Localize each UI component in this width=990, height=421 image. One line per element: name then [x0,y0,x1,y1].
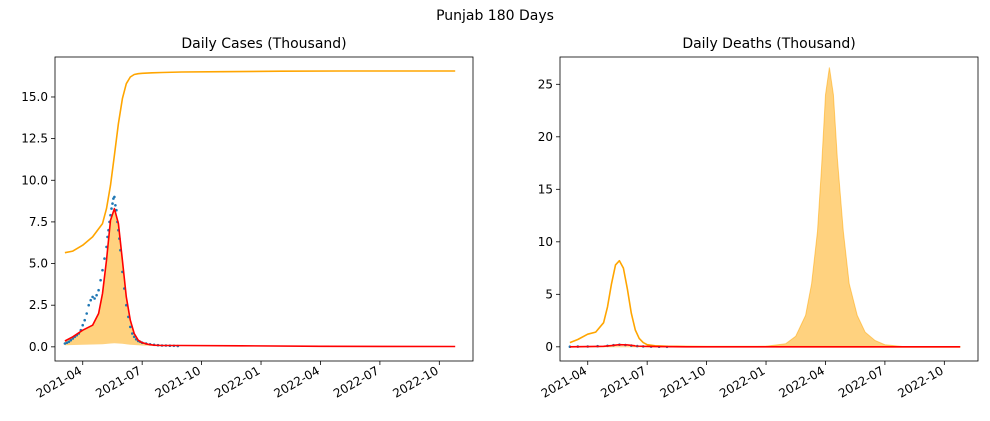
cases-data-point [85,312,88,315]
cases-data-point [67,340,71,344]
deaths-x-tick-label: 2021-07 [598,363,648,400]
cases-y-tick-label: 10.0 [21,173,48,187]
cases-data-point [97,288,100,292]
cases-data-point [87,303,90,307]
cases-line-fit [64,207,456,348]
cases-confidence-band [64,208,456,347]
cases-data-point [81,323,84,327]
cases-data-point [89,298,92,302]
cases-data-point [103,257,106,260]
cases-x-tick-label: 2022-04 [272,363,322,400]
cases-y-tick-label: 7.5 [29,215,48,229]
cases-data-point [69,338,73,342]
cases-y-tick-label: 5.0 [29,257,48,271]
cases-data-point [91,295,94,299]
deaths-area-upper-band-peak [569,67,961,348]
cases-data-point [65,341,69,345]
cases-x-tick-label: 2022-07 [331,363,381,400]
deaths-x-tick-label: 2022-01 [717,363,767,400]
cases-data-point [129,325,132,329]
cases-data-point [114,204,117,207]
cases-y-tick-label: 15.0 [21,90,48,104]
deaths-chart-title: Daily Deaths (Thousand) [682,36,855,52]
cases-line-cumulative-projection [64,70,456,254]
cases-plot-frame [54,56,474,362]
cases-data-point [110,207,113,210]
deaths-x-tick-label: 2022-04 [777,363,827,400]
cases-x-tick-label: 2022-10 [390,363,440,400]
deaths-x-tick-label: 2022-10 [895,363,945,400]
deaths-plot-frame [559,56,979,362]
cases-chart-title: Daily Cases (Thousand) [181,36,346,52]
cases-data-point [95,293,98,297]
cases-data-point [111,202,114,205]
deaths-x-tick-label: 2021-04 [539,363,589,400]
cases-y-tick-label: 0.0 [29,340,48,354]
deaths-line-projection [569,259,961,348]
deaths-chart-axes: Daily Deaths (Thousand) 0 5 10 15 20 25 2021-04… [538,36,979,401]
cases-data-point [99,278,102,282]
deaths-y-tick-label: 10 [538,235,553,249]
figure-title: Punjab 180 Days [436,8,554,24]
deaths-x-tick-label: 2022-07 [836,363,886,400]
deaths-y-tick-label: 15 [538,182,553,196]
deaths-y-tick-label: 20 [538,130,553,144]
cases-data-point [63,342,67,345]
deaths-y-tick-label: 5 [545,287,553,301]
deaths-y-tick-label: 0 [545,340,553,354]
cases-x-tick-label: 2021-07 [93,363,143,400]
cases-data-point [113,195,116,199]
cases-data-point [101,268,104,272]
cases-data-point [132,335,136,339]
cases-y-tick-label: 12.5 [21,132,48,146]
deaths-y-tick-label: 25 [538,77,553,91]
deaths-x-tick-label: 2021-10 [658,363,708,400]
cases-data-point [93,297,96,300]
cases-data-point [131,332,134,335]
deaths-line-fit [569,343,961,348]
cases-x-tick-label: 2021-10 [153,363,203,400]
cases-chart-axes: Daily Cases (Thousand) 0.0 2.5 5.0 7.5 10.0 12… [21,36,474,401]
cases-y-tick-label: 2.5 [29,298,48,312]
cases-x-tick-label: 2022-01 [212,363,262,400]
cases-data-point [83,318,86,322]
cases-x-tick-label: 2021-04 [34,363,84,400]
